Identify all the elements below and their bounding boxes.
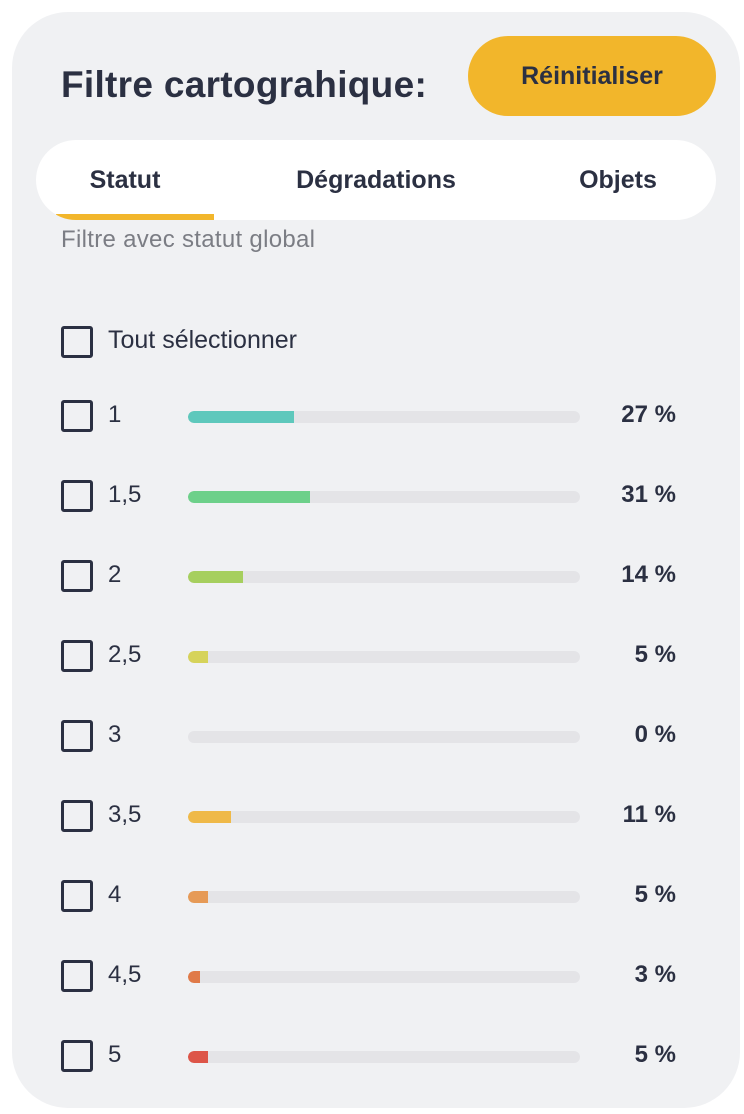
progress-fill — [188, 491, 310, 503]
status-row[interactable]: 1,5 31 % — [12, 477, 740, 517]
map-filter-panel: Filtre cartograhique: Réinitialiser Stat… — [12, 12, 740, 1108]
status-checkbox[interactable] — [61, 960, 93, 992]
select-all-checkbox[interactable] — [61, 326, 93, 358]
status-percent: 27 % — [621, 401, 676, 428]
status-label: 4 — [108, 881, 122, 908]
status-label: 3 — [108, 721, 122, 748]
status-checkbox[interactable] — [61, 560, 93, 592]
status-checkbox[interactable] — [61, 480, 93, 512]
reset-button[interactable]: Réinitialiser — [468, 36, 716, 116]
progress-fill — [188, 651, 208, 663]
status-row[interactable]: 5 5 % — [12, 1037, 740, 1077]
filter-description: Filtre avec statut global — [61, 226, 316, 253]
status-percent: 31 % — [621, 481, 676, 508]
status-checkbox[interactable] — [61, 1040, 93, 1072]
status-label: 3,5 — [108, 801, 142, 828]
status-checkbox[interactable] — [61, 800, 93, 832]
status-row[interactable]: 2,5 5 % — [12, 637, 740, 677]
progress-track — [188, 731, 580, 743]
progress-fill — [188, 571, 243, 583]
progress-track — [188, 651, 580, 663]
select-all-label: Tout sélectionner — [108, 326, 298, 354]
status-row[interactable]: 2 14 % — [12, 557, 740, 597]
progress-track — [188, 411, 580, 423]
status-row[interactable]: 3 0 % — [12, 717, 740, 757]
status-label: 2,5 — [108, 641, 142, 668]
status-percent: 5 % — [634, 881, 676, 908]
progress-fill — [188, 811, 231, 823]
status-row[interactable]: 4 5 % — [12, 877, 740, 917]
status-percent: 5 % — [634, 641, 676, 668]
status-label: 1,5 — [108, 481, 142, 508]
status-checkbox[interactable] — [61, 400, 93, 432]
panel-title: Filtre cartograhique: — [61, 64, 428, 105]
status-checkbox[interactable] — [61, 720, 93, 752]
tab-statut[interactable]: Statut — [89, 165, 161, 194]
status-percent: 14 % — [621, 561, 676, 588]
progress-track — [188, 1051, 580, 1063]
progress-track — [188, 971, 580, 983]
progress-track — [188, 491, 580, 503]
status-percent: 3 % — [634, 961, 676, 988]
status-percent: 5 % — [634, 1041, 676, 1068]
active-tab-indicator — [56, 214, 214, 220]
status-row[interactable]: 3,5 11 % — [12, 797, 740, 837]
progress-track — [188, 571, 580, 583]
status-checkbox[interactable] — [61, 640, 93, 672]
progress-fill — [188, 891, 208, 903]
status-percent: 11 % — [622, 801, 676, 828]
status-label: 1 — [108, 401, 122, 428]
status-label: 2 — [108, 561, 122, 588]
progress-track — [188, 891, 580, 903]
status-label: 5 — [108, 1041, 122, 1068]
progress-fill — [188, 411, 294, 423]
status-row[interactable]: 1 27 % — [12, 397, 740, 437]
progress-fill — [188, 971, 200, 983]
status-row[interactable]: 4,5 3 % — [12, 957, 740, 997]
tab-degradations[interactable]: Dégradations — [296, 165, 456, 194]
status-checkbox[interactable] — [61, 880, 93, 912]
progress-fill — [188, 1051, 208, 1063]
status-percent: 0 % — [634, 721, 676, 748]
tab-objets[interactable]: Objets — [579, 165, 657, 194]
status-label: 4,5 — [108, 961, 142, 988]
progress-track — [188, 811, 580, 823]
filter-tabs: Statut Dégradations Objets — [36, 140, 716, 220]
